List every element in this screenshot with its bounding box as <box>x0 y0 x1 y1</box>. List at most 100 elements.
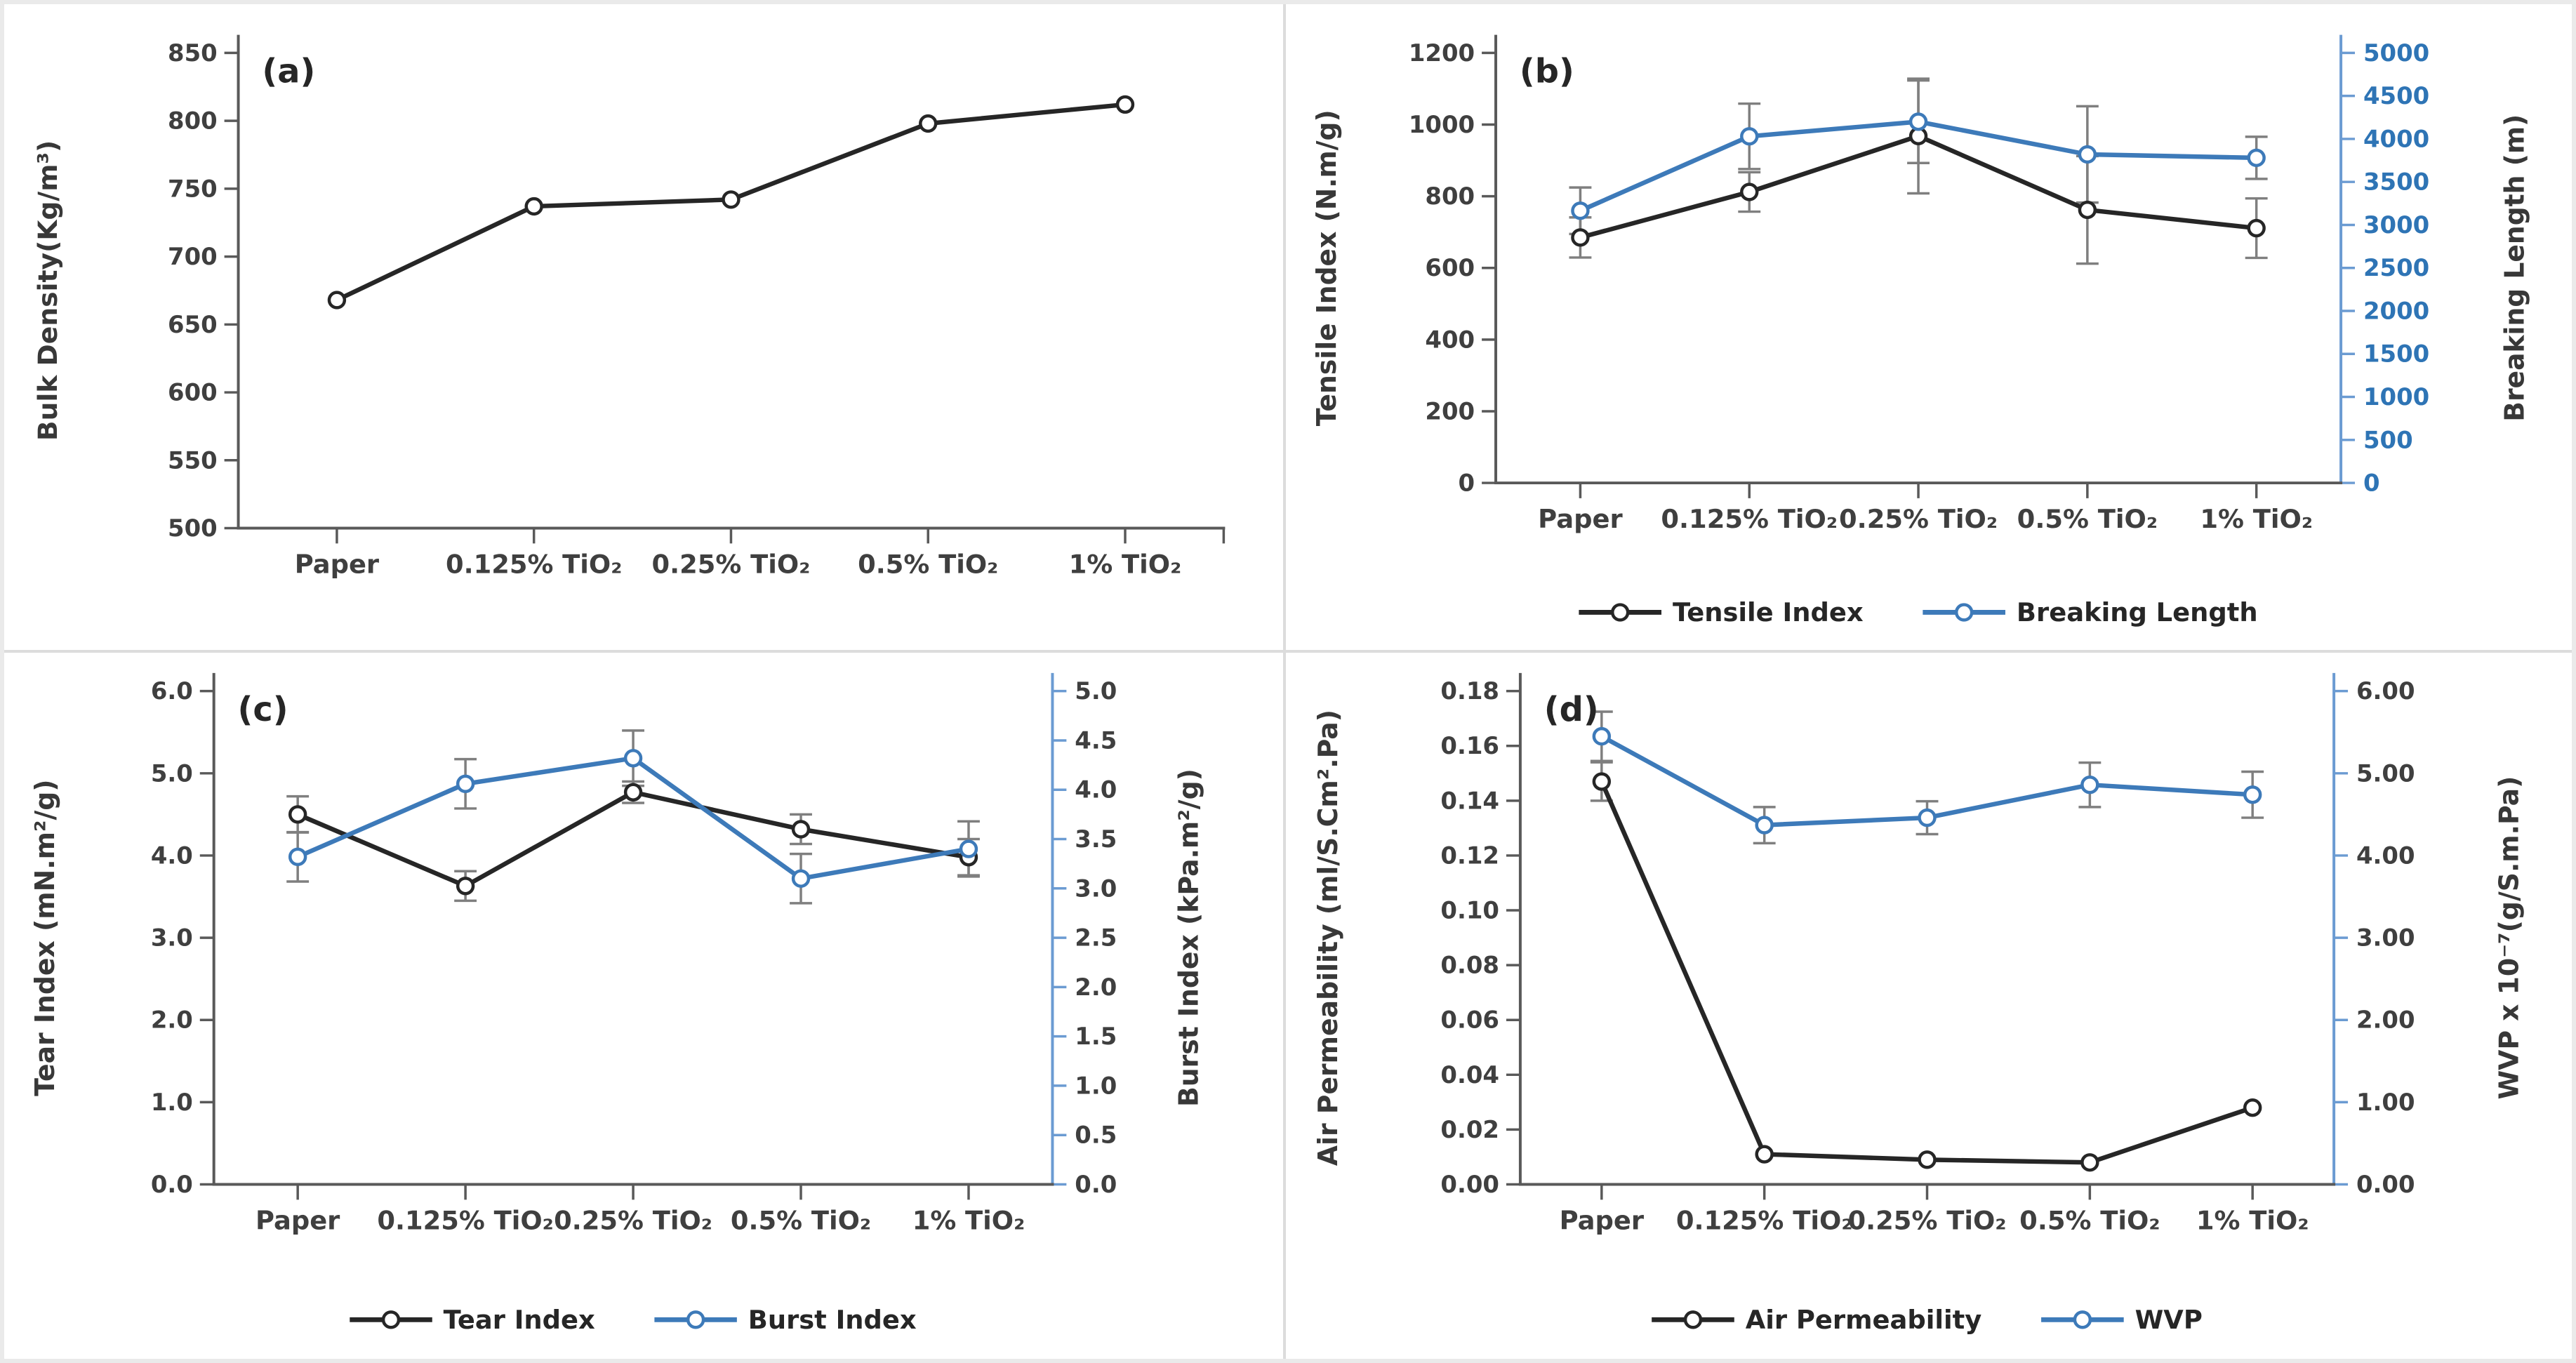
panel-letter: (d) <box>1544 691 1599 729</box>
right-axis-tick-label: 4.5 <box>1075 726 1117 754</box>
data-point-marker <box>1918 808 1937 827</box>
left-axis-title: Tear Index (mN.m²/g) <box>29 779 60 1096</box>
right-axis-tick-label: 5000 <box>2363 39 2429 67</box>
left-axis-tick-label: 600 <box>1425 254 1475 281</box>
left-axis-tick-label: 0.18 <box>1440 677 1499 705</box>
right-axis-tick-label: 0 <box>2363 470 2380 497</box>
data-point-marker <box>791 820 811 839</box>
right-axis-tick-label: 5.0 <box>1075 677 1117 705</box>
x-category-label: 0.125% TiO₂ <box>1676 1206 1853 1236</box>
left-axis-tick-label: 2.0 <box>151 1006 193 1034</box>
chart-panel-c: 0.0 1.0 2.0 3.0 4.0 5.0 6.0 Tear Index (mN.m²/g… <box>29 672 1204 1335</box>
left-axis-tick-label: 500 <box>168 514 218 542</box>
data-point-marker <box>791 869 811 888</box>
right-axis-tick-label: 3000 <box>2363 211 2429 239</box>
series-bulk-density <box>327 95 1135 310</box>
series-tensile-index <box>1571 126 2266 247</box>
right-axis: 0.00 1.00 2.00 3.00 4.00 5.00 6.00 WVP x 10⁻⁷(g… <box>2332 672 2524 1198</box>
series-air-permeability <box>1592 772 2262 1172</box>
x-category-label: 0.25% TiO₂ <box>1839 504 1998 534</box>
x-category-label: 0.5% TiO₂ <box>858 550 998 580</box>
left-axis-tick-label: 0.04 <box>1440 1061 1499 1089</box>
panel-b-tensile-breaking: 0 200 400 600 800 1000 1200 Tensile Index (N.m/… <box>1286 4 2572 653</box>
right-axis-tick-label: 4.00 <box>2356 842 2415 869</box>
right-axis-tick-label: 5.00 <box>2356 759 2415 787</box>
data-point-marker <box>456 877 475 896</box>
legend-marker <box>686 1310 705 1329</box>
data-point-marker <box>1740 182 1759 201</box>
left-axis-title: Tensile Index (N.m/g) <box>1311 109 1342 426</box>
legend: Tear Index Burst Index <box>350 1305 917 1335</box>
left-axis-tick-label: 3.0 <box>151 924 193 952</box>
data-point-marker <box>2078 145 2097 164</box>
legend-marker <box>1954 603 1974 622</box>
legend-item-wvp: WVP <box>2041 1305 2203 1335</box>
x-category-label: 0.125% TiO₂ <box>1661 504 1838 534</box>
left-axis-tick-label: 600 <box>168 379 218 406</box>
panel-letter: (b) <box>1520 53 1574 91</box>
chart-panel-d: 0.00 0.02 0.04 0.06 0.08 0.10 0.12 0.14 0.16 0.18… <box>1313 672 2524 1335</box>
left-axis-tick-label: 0.16 <box>1440 732 1499 759</box>
data-point-marker <box>2078 200 2097 220</box>
legend-label: Breaking Length <box>2017 597 2258 627</box>
right-axis-title: Burst Index (kPa.m²/g) <box>1174 769 1204 1107</box>
left-axis-tick-label: 200 <box>1425 398 1475 425</box>
x-category-label: Paper <box>295 550 380 580</box>
panel-letter: (c) <box>238 691 288 729</box>
x-category-label: 0.25% TiO₂ <box>1848 1206 2007 1236</box>
panel-c-tear-burst: 0.0 1.0 2.0 3.0 4.0 5.0 6.0 Tear Index (mN.m²/g… <box>4 653 1286 1359</box>
right-axis-tick-label: 2500 <box>2363 254 2429 281</box>
chart-panel-b: 0 200 400 600 800 1000 1200 Tensile Index (N.m/… <box>1311 34 2530 627</box>
series-line <box>296 790 969 889</box>
x-category-label: Paper <box>255 1206 340 1236</box>
right-axis-tick-label: 2.0 <box>1075 973 1117 1001</box>
right-axis: 0 500 1000 1500 2000 2500 3000 3500 4000 4500 5000… <box>2339 34 2530 497</box>
legend-item-burst-index: Burst Index <box>654 1305 917 1335</box>
left-axis: 0.0 1.0 2.0 3.0 4.0 5.0 6.0 Tear Index (mN.m²/g… <box>29 672 215 1198</box>
legend-marker <box>1683 1310 1703 1329</box>
data-point-marker <box>722 190 741 209</box>
legend: Tensile Index Breaking Length <box>1579 597 2258 627</box>
data-point-marker <box>1918 1150 1937 1169</box>
right-axis-tick-label: 0.0 <box>1075 1171 1117 1198</box>
data-point-marker <box>288 805 307 824</box>
legend-item-tear-index: Tear Index <box>350 1305 595 1335</box>
right-axis-tick-label: 0.5 <box>1075 1122 1117 1149</box>
x-category-label: 0.5% TiO₂ <box>2017 504 2158 534</box>
data-point-marker <box>524 197 543 216</box>
series-tear-index <box>288 783 978 896</box>
data-point-marker <box>1592 772 1612 791</box>
left-axis-tick-label: 4.0 <box>151 842 193 869</box>
data-point-marker <box>456 774 475 793</box>
left-axis-tick-label: 0.02 <box>1440 1116 1499 1143</box>
left-axis-tick-label: 5.0 <box>151 759 193 787</box>
panel-d-airperm-wvp: 0.00 0.02 0.04 0.06 0.08 0.10 0.12 0.14 0.16 0.18… <box>1286 653 2572 1359</box>
series-line <box>1599 780 2254 1165</box>
data-point-marker <box>1571 228 1590 247</box>
legend: Air Permeability WVP <box>1652 1305 2203 1335</box>
data-point-marker <box>1592 726 1612 746</box>
right-axis-tick-label: 500 <box>2363 426 2413 453</box>
data-point-marker <box>623 749 643 768</box>
left-axis-tick-label: 0.14 <box>1440 787 1499 814</box>
panel-a-bulk-density: 500 550 600 650 700 750 800 850 Bulk Density(Kg/… <box>4 4 1286 653</box>
right-axis-tick-label: 0.00 <box>2356 1171 2415 1198</box>
x-category-label: 1% TiO₂ <box>2196 1206 2309 1236</box>
right-axis-tick-label: 1000 <box>2363 383 2429 411</box>
data-point-marker <box>1908 112 1928 131</box>
right-axis-tick-label: 3.00 <box>2356 924 2415 952</box>
right-axis-tick-label: 4.0 <box>1075 776 1117 804</box>
left-axis-tick-label: 700 <box>168 243 218 270</box>
legend-item-breaking-length: Breaking Length <box>1923 597 2258 627</box>
left-axis-tick-label: 400 <box>1425 326 1475 353</box>
right-axis-tick-label: 6.00 <box>2356 677 2415 705</box>
data-point-marker <box>919 114 938 133</box>
x-category-label: 0.5% TiO₂ <box>2019 1206 2160 1236</box>
x-category-label: 1% TiO₂ <box>1069 550 1182 580</box>
left-axis-tick-label: 550 <box>168 446 218 474</box>
left-axis-tick-label: 800 <box>1425 182 1475 210</box>
legend-item-air-permeability: Air Permeability <box>1652 1305 1981 1335</box>
